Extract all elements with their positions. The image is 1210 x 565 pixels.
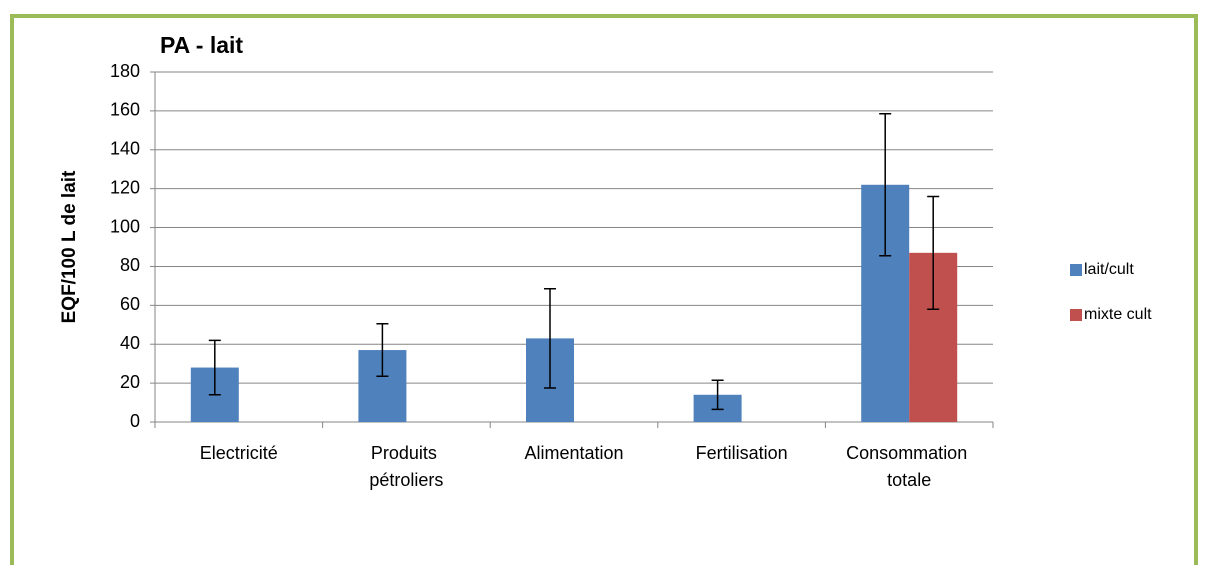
x-tick-label: Alimentation xyxy=(524,443,623,463)
y-tick-label: 20 xyxy=(120,372,140,392)
y-tick-label: 80 xyxy=(120,255,140,275)
error-bar xyxy=(208,339,221,396)
y-tick-label: 120 xyxy=(110,177,140,197)
y-tick-label: 40 xyxy=(120,333,140,353)
y-tick-label: 140 xyxy=(110,139,140,159)
error-bar xyxy=(544,288,556,389)
legend-label: mixte cult xyxy=(1084,306,1152,323)
y-tick-label: 160 xyxy=(110,100,140,120)
legend-label: lait/cult xyxy=(1084,261,1134,278)
y-tick-label: 180 xyxy=(110,61,140,81)
legend-swatch xyxy=(1070,309,1082,321)
y-tick-label: 60 xyxy=(120,294,140,314)
error-bar xyxy=(927,195,940,310)
y-tick-label: 100 xyxy=(110,216,140,236)
error-bar xyxy=(879,113,892,257)
x-tick-label: Electricité xyxy=(200,443,278,463)
y-axis-label: EQF/100 L de lait xyxy=(59,170,80,323)
chart-title: PA - lait xyxy=(160,32,243,58)
x-tick-label: Fertilisation xyxy=(696,443,788,463)
y-tick-label: 0 xyxy=(130,411,140,431)
error-bar xyxy=(376,323,389,378)
legend-swatch xyxy=(1070,264,1082,276)
frame xyxy=(10,14,1198,565)
x-tick-label: Consommation totale xyxy=(846,443,972,490)
x-tick-label: Produits pétroliers xyxy=(369,443,443,490)
error-bar xyxy=(711,379,724,411)
